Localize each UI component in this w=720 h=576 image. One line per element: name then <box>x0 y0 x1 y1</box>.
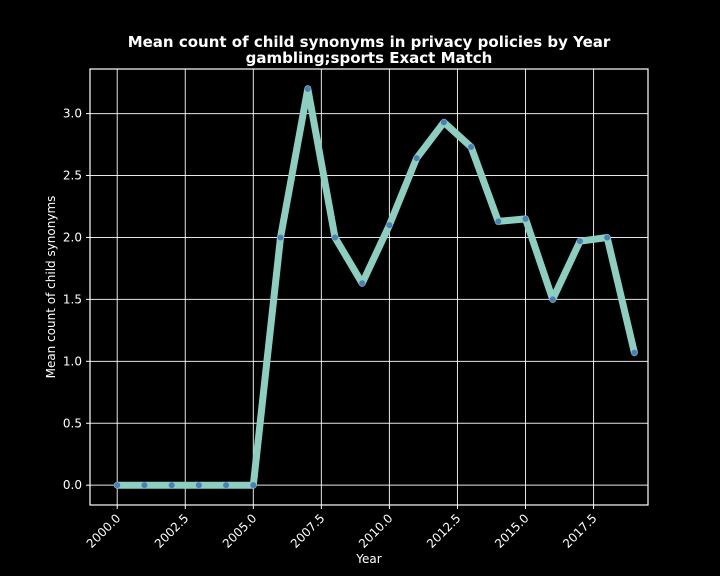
data-point <box>604 234 611 241</box>
data-point <box>386 222 393 229</box>
data-point <box>304 85 311 92</box>
y-tick-label: 3.0 <box>63 107 82 121</box>
data-point <box>277 234 284 241</box>
data-point <box>141 482 148 489</box>
data-point <box>359 280 366 287</box>
y-tick-label: 1.0 <box>63 354 82 368</box>
x-tick-label: 2000.0 <box>84 511 124 551</box>
data-point <box>195 482 202 489</box>
x-tick-label: 2005.0 <box>220 511 260 551</box>
chart-subtitle: gambling;sports Exact Match <box>246 49 493 67</box>
data-point <box>114 482 121 489</box>
data-point <box>168 482 175 489</box>
data-point <box>331 234 338 241</box>
data-point <box>468 144 475 151</box>
x-tick-label: 2015.0 <box>492 511 532 551</box>
chart-title: Mean count of child synonyms in privacy … <box>128 33 611 51</box>
plot-frame <box>89 68 649 506</box>
x-tick-label: 2012.5 <box>424 511 464 551</box>
series-line <box>113 85 638 489</box>
data-point <box>576 238 583 245</box>
data-point <box>223 482 230 489</box>
x-axis-ticks: 2000.0 2002.5 2005.0 2007.5 2010.0 2012.5 2015… <box>84 505 600 551</box>
y-tick-label: 2.5 <box>63 169 82 183</box>
x-tick-label: 2017.5 <box>560 511 600 551</box>
data-point <box>495 218 502 225</box>
data-point <box>413 155 420 162</box>
data-point <box>549 296 556 303</box>
y-tick-label: 0.0 <box>63 478 82 492</box>
data-point <box>440 119 447 126</box>
data-point <box>631 349 638 356</box>
y-tick-label: 1.5 <box>63 292 82 306</box>
x-tick-label: 2010.0 <box>356 511 396 551</box>
y-axis-ticks: 0.0 0.5 1.0 1.5 2.0 2.5 3.0 <box>63 107 90 492</box>
x-axis-label: Year <box>355 552 381 566</box>
plot-area: 2000.0 2002.5 2005.0 2007.5 2010.0 2012.5 2015… <box>63 68 649 551</box>
y-tick-label: 2.0 <box>63 230 82 244</box>
y-axis-label: Mean count of child synonyms <box>44 196 58 379</box>
x-tick-label: 2007.5 <box>288 511 328 551</box>
x-tick-label: 2002.5 <box>152 511 192 551</box>
data-point <box>522 215 529 222</box>
y-tick-label: 0.5 <box>63 416 82 430</box>
data-point <box>250 482 257 489</box>
series-group <box>113 85 638 489</box>
